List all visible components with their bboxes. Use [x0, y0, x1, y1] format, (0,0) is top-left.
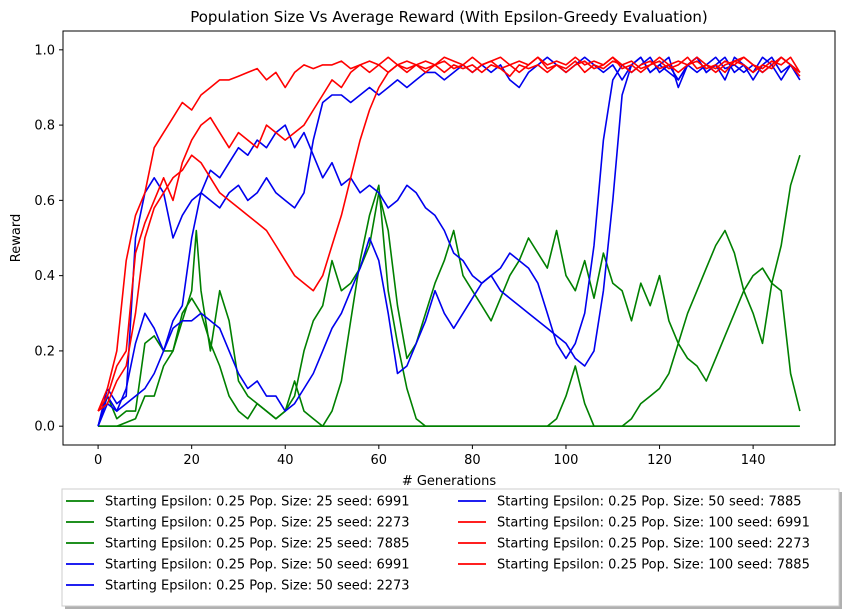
y-tick-label: 0.6: [34, 194, 55, 209]
series-line-3: [98, 154, 801, 428]
legend-label: Starting Epsilon: 0.25 Pop. Size: 50 see…: [497, 495, 802, 510]
x-tick-label: 0: [94, 453, 102, 468]
series-line-8: [97, 56, 801, 412]
x-tick-label: 100: [554, 453, 579, 468]
legend-label: Starting Epsilon: 0.25 Pop. Size: 25 see…: [105, 495, 410, 510]
series-line-9: [97, 56, 801, 412]
series-line-2: [97, 192, 801, 427]
y-axis-label: Reward: [9, 214, 24, 262]
legend-items: Starting Epsilon: 0.25 Pop. Size: 25 see…: [66, 495, 810, 594]
legend-label: Starting Epsilon: 0.25 Pop. Size: 100 se…: [497, 516, 810, 531]
legend-box: [61, 488, 840, 607]
y-tick-label: 0.2: [34, 344, 55, 359]
axis-ticks: 0 20 40 60 80 100 120 140 0.0 0.2 0.4 0.6 0.8 1.0: [34, 43, 765, 468]
legend-label: Starting Epsilon: 0.25 Pop. Size: 100 se…: [497, 558, 810, 573]
x-tick-label: 40: [277, 453, 294, 468]
plot-frame: [62, 30, 836, 446]
series-line-6: [97, 56, 801, 427]
x-tick-label: 20: [183, 453, 200, 468]
y-tick-label: 1.0: [34, 43, 55, 58]
series-lines: [97, 56, 801, 428]
legend-label: Starting Epsilon: 0.25 Pop. Size: 50 see…: [105, 579, 410, 594]
legend-label: Starting Epsilon: 0.25 Pop. Size: 25 see…: [105, 537, 410, 552]
series-line-5: [97, 56, 801, 427]
legend: Starting Epsilon: 0.25 Pop. Size: 25 see…: [61, 488, 842, 609]
y-tick-label: 0.0: [34, 420, 55, 435]
x-tick-label: 80: [464, 453, 481, 468]
y-tick-label: 0.4: [34, 269, 55, 284]
legend-label: Starting Epsilon: 0.25 Pop. Size: 25 see…: [105, 516, 410, 531]
x-tick-label: 140: [741, 453, 766, 468]
x-tick-label: 120: [647, 453, 672, 468]
legend-label: Starting Epsilon: 0.25 Pop. Size: 50 see…: [105, 558, 410, 573]
x-tick-label: 60: [371, 453, 388, 468]
series-line-7: [97, 56, 801, 412]
x-axis-label: # Generations: [402, 474, 497, 489]
y-tick-label: 0.8: [34, 119, 55, 134]
chart-title: Population Size Vs Average Reward (With …: [190, 8, 708, 26]
legend-label: Starting Epsilon: 0.25 Pop. Size: 100 se…: [497, 537, 810, 552]
